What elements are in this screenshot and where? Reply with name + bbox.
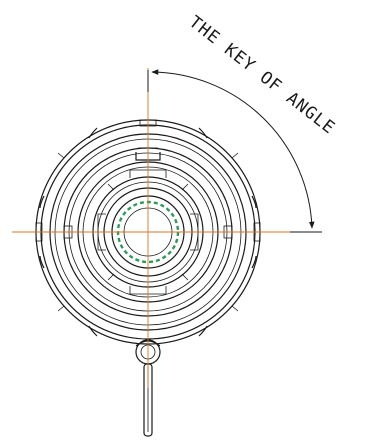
angle-dimension xyxy=(147,69,322,233)
centerlines xyxy=(12,68,296,388)
angle-annotation-label: THE KEY OF ANGLE xyxy=(185,12,339,138)
dimension-arrowhead xyxy=(151,69,315,229)
